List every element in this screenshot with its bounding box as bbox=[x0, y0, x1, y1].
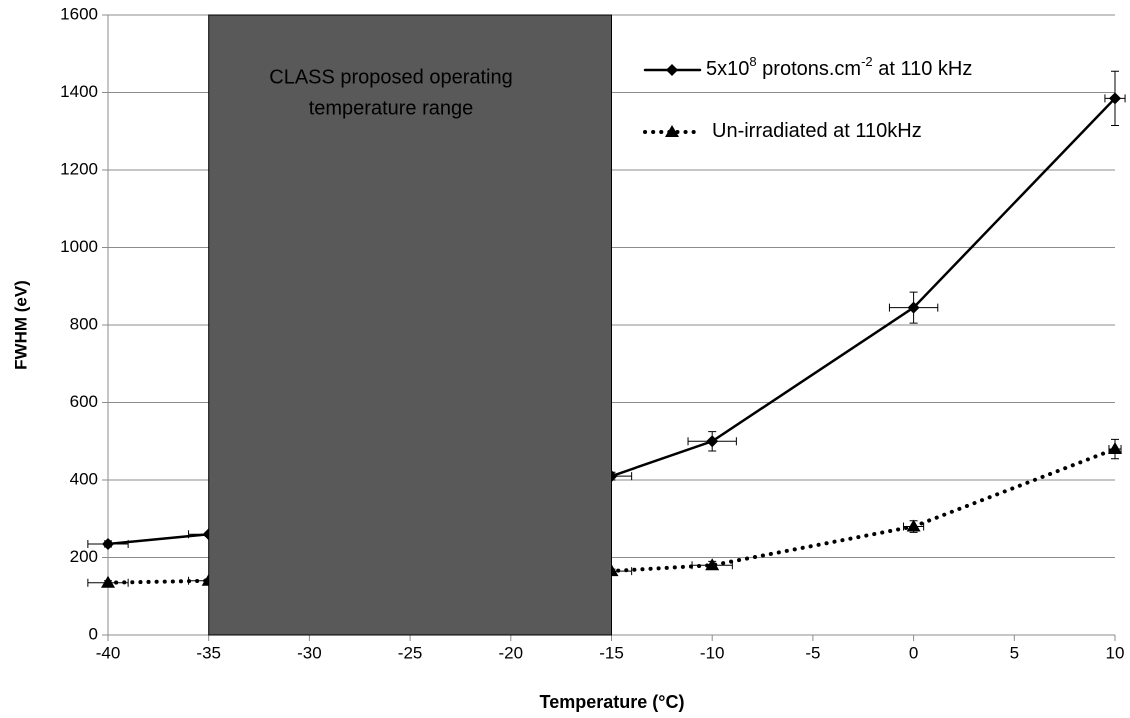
x-axis-label: Temperature (°C) bbox=[540, 692, 685, 712]
marker bbox=[906, 519, 921, 532]
y-tick-label: 600 bbox=[70, 392, 98, 411]
x-tick-label: -10 bbox=[700, 643, 725, 662]
marker bbox=[101, 575, 115, 588]
x-tick-label: -20 bbox=[499, 643, 524, 662]
legend-label-part: 8 bbox=[749, 54, 756, 69]
legend-label: 5x108 protons.cm-2 at 110 kHz bbox=[706, 54, 972, 80]
legend-label: Un-irradiated at 110kHz bbox=[712, 120, 922, 142]
marker bbox=[1109, 92, 1121, 105]
marker bbox=[666, 64, 678, 76]
x-tick-label: -15 bbox=[599, 643, 624, 662]
y-tick-label: 1400 bbox=[60, 82, 98, 101]
x-tick-label: -30 bbox=[297, 643, 322, 662]
legend-label-part: -2 bbox=[861, 54, 873, 69]
marker bbox=[1108, 442, 1122, 454]
region-label: CLASS proposed operating bbox=[269, 66, 513, 88]
y-tick-label: 400 bbox=[70, 469, 98, 488]
marker bbox=[665, 125, 679, 137]
legend-label-part: protons.cm bbox=[757, 58, 861, 80]
legend-label-part: Un-irradiated at 110kHz bbox=[712, 120, 922, 142]
legend-label-part: at 110 kHz bbox=[873, 58, 973, 80]
y-tick-label: 1600 bbox=[60, 4, 98, 23]
region-label: temperature range bbox=[309, 97, 474, 119]
x-tick-label: 5 bbox=[1010, 643, 1019, 662]
y-tick-label: 0 bbox=[89, 624, 98, 643]
legend-label-part: 5x10 bbox=[706, 58, 749, 80]
series-line bbox=[106, 97, 1117, 546]
region bbox=[208, 14, 612, 636]
x-tick-label: -40 bbox=[96, 643, 121, 662]
x-tick-label: -35 bbox=[196, 643, 221, 662]
y-tick-label: 800 bbox=[70, 314, 98, 333]
y-tick-label: 1200 bbox=[60, 159, 98, 178]
x-tick-label: 10 bbox=[1106, 643, 1125, 662]
marker bbox=[705, 558, 720, 571]
y-tick-label: 200 bbox=[70, 547, 98, 566]
y-tick-label: 1000 bbox=[60, 237, 98, 256]
marker bbox=[102, 537, 114, 550]
x-tick-label: -5 bbox=[805, 643, 820, 662]
x-tick-label: 0 bbox=[909, 643, 918, 662]
y-axis-label: FWHM (eV) bbox=[11, 280, 30, 370]
x-tick-label: -25 bbox=[398, 643, 423, 662]
marker bbox=[706, 435, 719, 448]
marker bbox=[907, 301, 920, 314]
